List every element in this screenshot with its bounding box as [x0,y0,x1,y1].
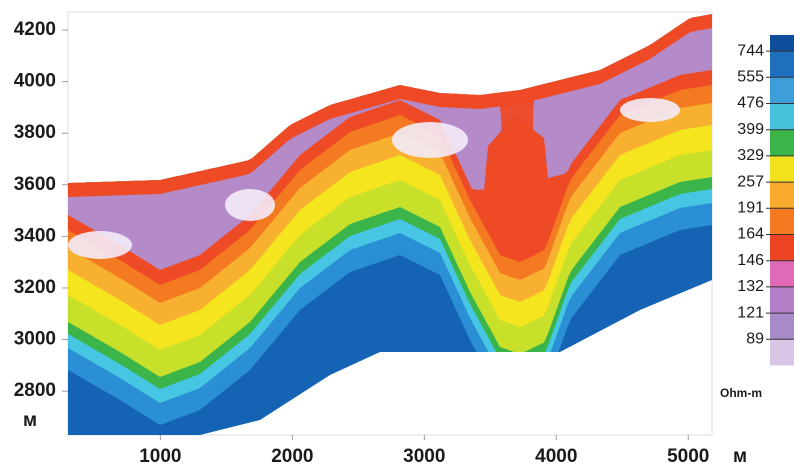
colorbar-label: 399 [737,121,764,138]
colorbar-segment [770,286,794,314]
colorbar-segment [770,155,794,183]
resistivity-band [392,122,468,158]
y-tick-label: 2800 [14,380,56,401]
colorbar-label: 257 [737,173,764,190]
colorbar-segment [770,339,794,366]
resistivity-band [68,231,132,259]
resistivity-band [620,98,680,122]
colorbar-segment [770,313,794,340]
x-tick-label: 4000 [535,446,577,467]
colorbar-label: 132 [737,278,764,295]
colorbar-segment [770,234,794,261]
x-tick-label: 5000 [667,446,709,467]
y-tick-label: 3800 [14,122,56,143]
colorbar-label: 146 [737,252,764,269]
x-tick-label: 2000 [271,446,313,467]
colorbar-segment [770,77,794,104]
x-axis-unit: м [733,446,747,467]
colorbar-label: 744 [737,42,764,59]
colorbar-segment [770,51,794,78]
resistivity-band [490,92,545,195]
colorbar-label: 329 [737,147,764,164]
y-tick-label: 4000 [14,71,56,92]
colorbar-label: 476 [737,95,764,112]
colorbar-segment [770,208,794,235]
colorbar-label: 89 [746,331,764,348]
colorbar-unit: Ohm-m [720,386,762,400]
y-tick-label: 3400 [14,225,56,246]
colorbar-segment [770,129,794,156]
colorbar-segment [770,103,794,130]
y-tick-label: 3000 [14,329,56,350]
colorbar-label: 191 [737,200,764,217]
x-tick-label: 1000 [139,446,181,467]
resistivity-band [225,189,275,221]
colorbar-segment [770,182,794,209]
colorbar-label: 164 [737,226,764,243]
colorbar-segment [770,260,794,287]
colorbar-top [770,35,794,52]
colorbar-label: 555 [737,69,764,86]
y-axis-unit: м [23,410,37,431]
colorbar-label: 121 [737,304,764,321]
x-tick-label: 3000 [403,446,445,467]
y-tick-label: 4200 [14,19,56,40]
y-tick-label: 3200 [14,277,56,298]
y-tick-label: 3600 [14,174,56,195]
